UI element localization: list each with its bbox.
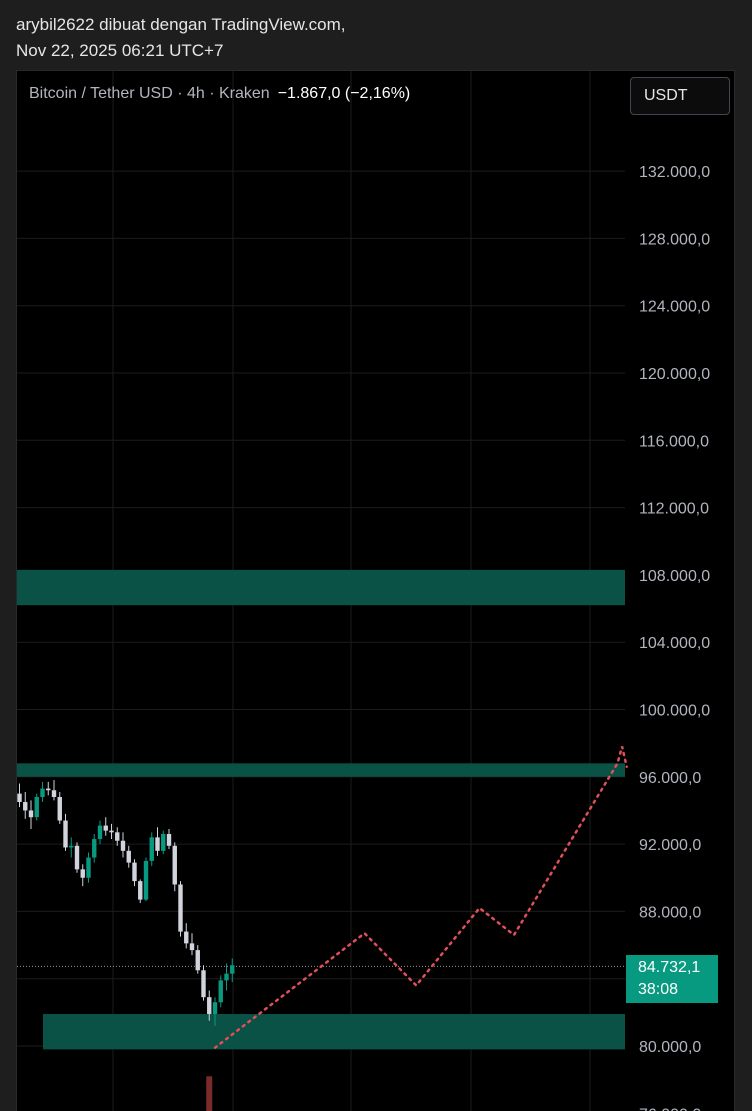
- candle-body: [166, 834, 172, 846]
- candle-body: [97, 825, 103, 840]
- y-tick-label: 128.000,0: [639, 231, 710, 248]
- chart-frame[interactable]: 76.000,080.000,084.000,088.000,092.000,0…: [16, 70, 735, 1111]
- candle-body: [69, 845, 74, 848]
- price-chart[interactable]: 76.000,080.000,084.000,088.000,092.000,0…: [17, 71, 735, 1111]
- candle-body: [126, 850, 131, 863]
- y-tick-label: 92.000,0: [639, 837, 701, 854]
- candle-body: [28, 810, 34, 818]
- volume-spike-bar: [206, 1076, 213, 1111]
- y-tick-label: 96.000,0: [639, 770, 701, 787]
- candle-body: [195, 950, 200, 971]
- candle-body: [74, 845, 80, 870]
- bar-countdown: 38:08: [638, 981, 679, 998]
- y-tick-label: 100.000,0: [639, 703, 710, 720]
- y-tick-label: 88.000,0: [639, 904, 701, 921]
- candle-body: [212, 1002, 218, 1015]
- candle-body: [40, 788, 45, 797]
- candle-body: [17, 793, 22, 803]
- candle-body: [138, 881, 143, 900]
- candle-body: [120, 840, 126, 851]
- candle-body: [51, 790, 57, 797]
- candle-body: [230, 965, 235, 974]
- y-tick-label: 76.000,0: [639, 1106, 701, 1111]
- y-tick-label: 120.000,0: [639, 366, 710, 383]
- candle-body: [149, 837, 154, 861]
- y-tick-label: 116.000,0: [639, 433, 709, 450]
- candle-body: [218, 980, 223, 1003]
- candle-body: [155, 837, 160, 851]
- y-tick-label: 124.000,0: [639, 299, 710, 316]
- candle-body: [63, 820, 68, 848]
- candle-body: [184, 931, 189, 944]
- y-tick-label: 132.000,0: [639, 164, 710, 181]
- candle-body: [143, 860, 149, 900]
- zone-2: [17, 763, 625, 777]
- price-change: −1.867,0 (−2,16%): [277, 85, 411, 102]
- candle-body: [23, 802, 28, 811]
- candle-body: [103, 825, 108, 831]
- chart-legend: Bitcoin / Tether USD · 4h · Kraken −1.867…: [29, 85, 410, 103]
- author-credit: arybil2622 dibuat dengan TradingView.com…: [16, 15, 346, 34]
- zone-3: [43, 1014, 625, 1050]
- y-tick-label: 80.000,0: [639, 1039, 701, 1056]
- candle-body: [161, 834, 166, 851]
- y-tick-label: 108.000,0: [639, 568, 710, 585]
- symbol-label: Bitcoin / Tether USD · 4h · Kraken: [29, 85, 270, 102]
- candle-body: [178, 884, 183, 932]
- candle-body: [46, 788, 51, 791]
- candle-body: [207, 997, 212, 1015]
- candle-body: [115, 832, 120, 841]
- y-tick-label: 104.000,0: [639, 635, 710, 652]
- candle-body: [189, 943, 195, 951]
- candle-body: [224, 973, 229, 981]
- currency-button[interactable]: USDT: [630, 77, 730, 115]
- y-tick-label: 112.000,0: [639, 501, 709, 518]
- candle-body: [86, 857, 91, 878]
- candle-body: [57, 796, 62, 821]
- candle-body: [109, 830, 114, 833]
- candle-body: [172, 845, 177, 885]
- candle-body: [34, 796, 39, 818]
- projection-path: [213, 746, 628, 1049]
- snapshot-timestamp: Nov 22, 2025 06:21 UTC+7: [16, 41, 224, 60]
- candle-body: [201, 970, 206, 998]
- candle-body: [132, 862, 137, 882]
- candle-body: [92, 839, 97, 858]
- last-price-value: 84.732,1: [638, 959, 701, 976]
- zone-1: [17, 569, 625, 606]
- last-price-tag: 84.732,1 38:08: [626, 955, 718, 1003]
- chart-header: arybil2622 dibuat dengan TradingView.com…: [16, 12, 346, 64]
- candle-body: [80, 869, 85, 878]
